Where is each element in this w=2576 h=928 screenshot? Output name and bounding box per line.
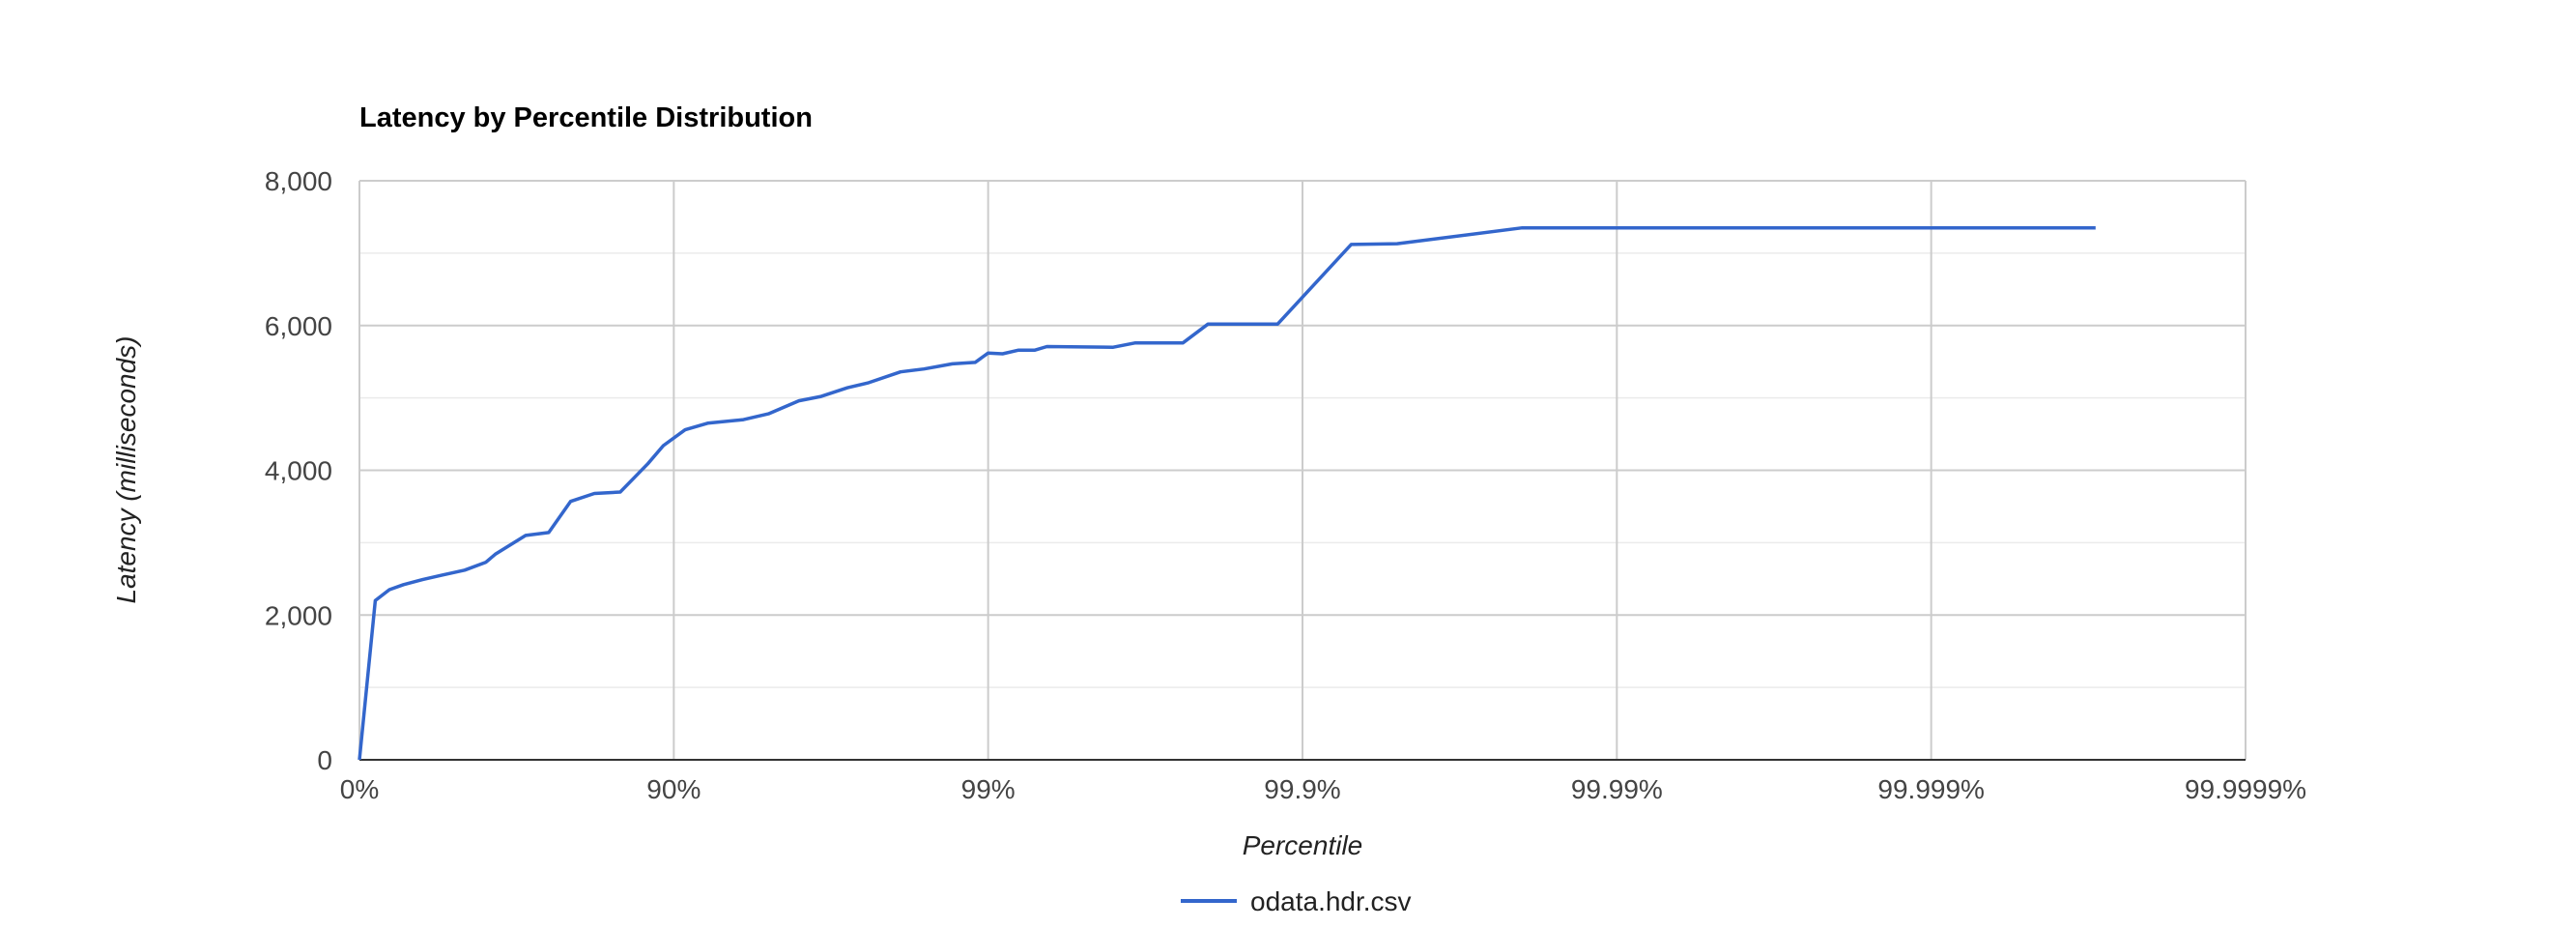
series-line-odata — [358, 225, 2096, 761]
x-axis-ticks: 0% 90% 99% 99.9% 99.99% 99.999% 99.9999% — [340, 774, 2306, 804]
legend: odata.hdr.csv — [1181, 886, 1412, 916]
x-axis-title: Percentile — [1243, 830, 1363, 860]
x-tick-label: 0% — [340, 774, 379, 804]
y-tick-label: 4,000 — [265, 456, 332, 486]
x-tick-label: 99% — [961, 774, 1016, 804]
y-tick-label: 8,000 — [265, 166, 332, 196]
gridlines — [359, 180, 2247, 760]
x-tick-label: 99.999% — [1877, 774, 1985, 804]
y-tick-label: 6,000 — [265, 311, 332, 341]
x-tick-label: 99.9% — [1264, 774, 1340, 804]
x-tick-label: 99.9999% — [2185, 774, 2306, 804]
chart-title: Latency by Percentile Distribution — [359, 102, 813, 133]
y-tick-label: 2,000 — [265, 600, 332, 630]
legend-label: odata.hdr.csv — [1250, 886, 1412, 916]
x-tick-label: 99.99% — [1571, 774, 1663, 804]
y-tick-label: 0 — [317, 745, 332, 775]
y-axis-title: Latency (milliseconds) — [111, 336, 141, 604]
x-tick-label: 90% — [646, 774, 701, 804]
axes — [358, 180, 2246, 761]
y-axis-ticks: 0 2,000 4,000 6,000 8,000 — [265, 166, 332, 775]
